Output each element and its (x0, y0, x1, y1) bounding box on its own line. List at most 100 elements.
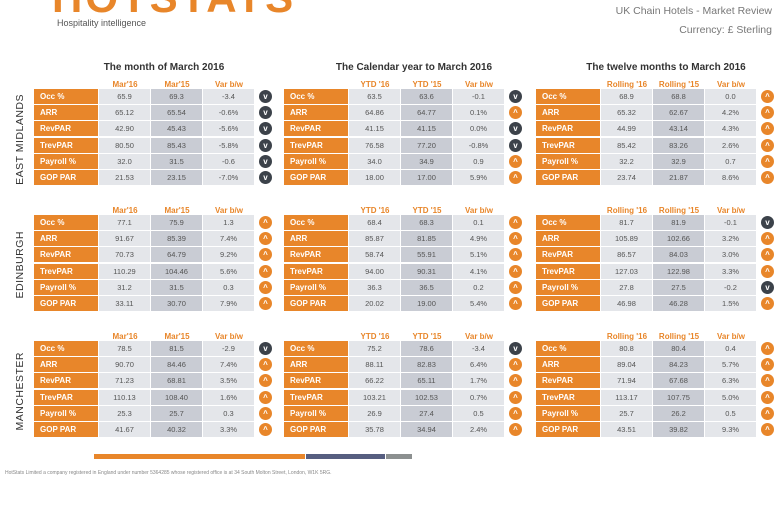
value-cell: 78.5 (99, 341, 150, 356)
chevron-up-icon: ^ (761, 232, 774, 246)
value-cell: 7.9% (203, 296, 254, 311)
metric-label: ARR (536, 105, 600, 121)
chevron-up-icon: ^ (509, 390, 522, 404)
value-cell: 64.77 (401, 105, 452, 121)
value-cell: 5.0% (705, 389, 756, 405)
chevron-up-icon: ^ (259, 280, 272, 294)
column-header: Mar'16 (112, 332, 138, 341)
value-cell: 34.9 (401, 153, 452, 169)
metric-label: Payroll % (536, 153, 600, 169)
chevron-up-icon: ^ (259, 358, 272, 372)
value-cell: 23.74 (601, 170, 652, 185)
value-cell: 19.00 (401, 296, 452, 311)
column-header: Mar'16 (112, 80, 138, 89)
chevron-up-icon: ^ (509, 171, 522, 184)
metric-label: RevPAR (34, 121, 98, 137)
metric-label: Payroll % (34, 405, 98, 421)
chevron-up-icon: ^ (259, 248, 272, 262)
value-cell: 32.9 (653, 153, 704, 169)
chevron-up-icon: ^ (259, 264, 272, 278)
value-cell: 67.68 (653, 373, 704, 389)
value-cell: 43.51 (601, 422, 652, 437)
value-cell: 27.4 (401, 405, 452, 421)
metric-label: Occ % (536, 341, 600, 356)
value-cell: 66.22 (349, 373, 400, 389)
column-header: Var b/w (716, 206, 745, 215)
value-cell: 65.9 (99, 89, 150, 104)
metric-label: RevPAR (34, 373, 98, 389)
value-cell: 25.3 (99, 405, 150, 421)
value-cell: 3.5% (203, 373, 254, 389)
value-cell: 113.17 (601, 389, 652, 405)
value-cell: -3.4 (203, 89, 254, 104)
column-header: YTD '16 (360, 332, 390, 341)
value-cell: 55.91 (401, 247, 452, 263)
chevron-down-icon: v (259, 122, 272, 136)
region-name: MANCHESTER (14, 351, 26, 431)
value-cell: 0.0 (705, 89, 756, 104)
metric-label: TrevPAR (284, 263, 348, 279)
value-cell: 62.67 (653, 105, 704, 121)
value-cell: 46.28 (653, 296, 704, 311)
value-cell: 58.74 (349, 247, 400, 263)
value-cell: 4.2% (705, 105, 756, 121)
value-cell: 36.5 (401, 279, 452, 295)
chevron-up-icon: ^ (509, 297, 522, 310)
value-cell: 46.98 (601, 296, 652, 311)
footer-bar-orange (94, 454, 305, 459)
value-cell: 35.78 (349, 422, 400, 437)
chevron-down-icon: v (259, 90, 272, 103)
footer-text: HotStats Limited a company registered in… (5, 470, 332, 476)
value-cell: 64.79 (151, 247, 202, 263)
value-cell: 6.4% (453, 357, 504, 373)
chevron-up-icon: ^ (761, 248, 774, 262)
value-cell: 103.21 (349, 389, 400, 405)
chevron-up-icon: ^ (761, 342, 774, 355)
metric-label: TrevPAR (284, 137, 348, 153)
value-cell: 84.03 (653, 247, 704, 263)
value-cell: 6.3% (705, 373, 756, 389)
chevron-up-icon: ^ (761, 154, 774, 168)
value-cell: 0.4 (705, 341, 756, 356)
region-label: MANCHESTER (13, 341, 27, 441)
column-header: Rolling '16 (606, 206, 648, 215)
metric-label: GOP PAR (284, 296, 348, 311)
value-cell: -0.6 (203, 153, 254, 169)
value-cell: 65.12 (99, 105, 150, 121)
value-cell: 2.6% (705, 137, 756, 153)
value-cell: -0.1 (705, 215, 756, 230)
column-header: Var b/w (716, 332, 745, 341)
chevron-up-icon: ^ (761, 358, 774, 372)
chevron-up-icon: ^ (259, 423, 272, 436)
value-cell: 78.6 (401, 341, 452, 356)
value-cell: 4.3% (705, 121, 756, 137)
value-cell: 42.90 (99, 121, 150, 137)
chevron-up-icon: ^ (761, 423, 774, 436)
metric-label: Occ % (536, 215, 600, 230)
value-cell: 25.7 (151, 405, 202, 421)
value-cell: 65.11 (401, 373, 452, 389)
column-header: YTD '16 (360, 206, 390, 215)
value-cell: 89.04 (601, 357, 652, 373)
chevron-up-icon: ^ (509, 264, 522, 278)
metric-label: Payroll % (284, 153, 348, 169)
value-cell: 68.8 (653, 89, 704, 104)
metric-label: Occ % (34, 341, 98, 356)
metric-label: ARR (536, 357, 600, 373)
value-cell: 3.3% (705, 263, 756, 279)
column-header: Mar'15 (164, 80, 190, 89)
region-name: EAST MIDLANDS (14, 93, 26, 185)
metric-label: ARR (284, 357, 348, 373)
chevron-down-icon: v (259, 138, 272, 152)
value-cell: -0.1 (453, 89, 504, 104)
chevron-up-icon: ^ (259, 406, 272, 420)
metric-label: GOP PAR (34, 296, 98, 311)
metric-label: TrevPAR (536, 137, 600, 153)
currency-label: Currency: £ Sterling (679, 24, 772, 36)
column-header: Var b/w (214, 206, 243, 215)
value-cell: -2.9 (203, 341, 254, 356)
value-cell: 27.5 (653, 279, 704, 295)
hotstats-logo: HOTSTATS (52, 0, 296, 19)
value-cell: 88.11 (349, 357, 400, 373)
column-header: Mar'15 (164, 206, 190, 215)
